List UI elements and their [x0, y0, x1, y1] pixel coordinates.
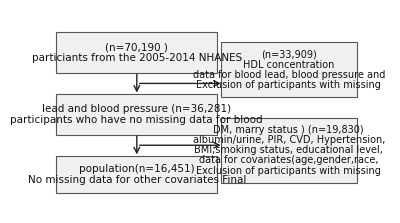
Text: albumin/urine, PIR, CVD, Hypertension,: albumin/urine, PIR, CVD, Hypertension, — [192, 135, 385, 145]
FancyBboxPatch shape — [220, 42, 357, 97]
FancyBboxPatch shape — [56, 32, 218, 73]
Text: population(n=16,451): population(n=16,451) — [79, 164, 195, 174]
Text: data for covariates(age,gender,race,: data for covariates(age,gender,race, — [199, 155, 378, 165]
Text: particiants from the 2005-2014 NHANES: particiants from the 2005-2014 NHANES — [32, 53, 242, 63]
FancyBboxPatch shape — [220, 118, 357, 183]
Text: HDL concentration: HDL concentration — [243, 60, 334, 70]
Text: data for blood lead, blood pressure and: data for blood lead, blood pressure and — [192, 70, 385, 80]
Text: No missing data for other covariates Final: No missing data for other covariates Fin… — [28, 175, 246, 185]
FancyBboxPatch shape — [56, 94, 218, 135]
Text: lead and blood pressure (n=36,281): lead and blood pressure (n=36,281) — [42, 104, 231, 114]
Text: participants who have no missing data for blood: participants who have no missing data fo… — [10, 115, 263, 125]
Text: (n=33,909): (n=33,909) — [261, 50, 316, 60]
FancyBboxPatch shape — [56, 156, 218, 193]
Text: DM, marry status ) (n=19,830): DM, marry status ) (n=19,830) — [213, 125, 364, 135]
Text: Exclusion of participants with missing: Exclusion of participants with missing — [196, 80, 381, 90]
Text: BMI,smoking status, educational level,: BMI,smoking status, educational level, — [194, 145, 383, 155]
Text: Exclusion of participants with missing: Exclusion of participants with missing — [196, 166, 381, 176]
Text: (n=70,190 ): (n=70,190 ) — [105, 42, 168, 52]
